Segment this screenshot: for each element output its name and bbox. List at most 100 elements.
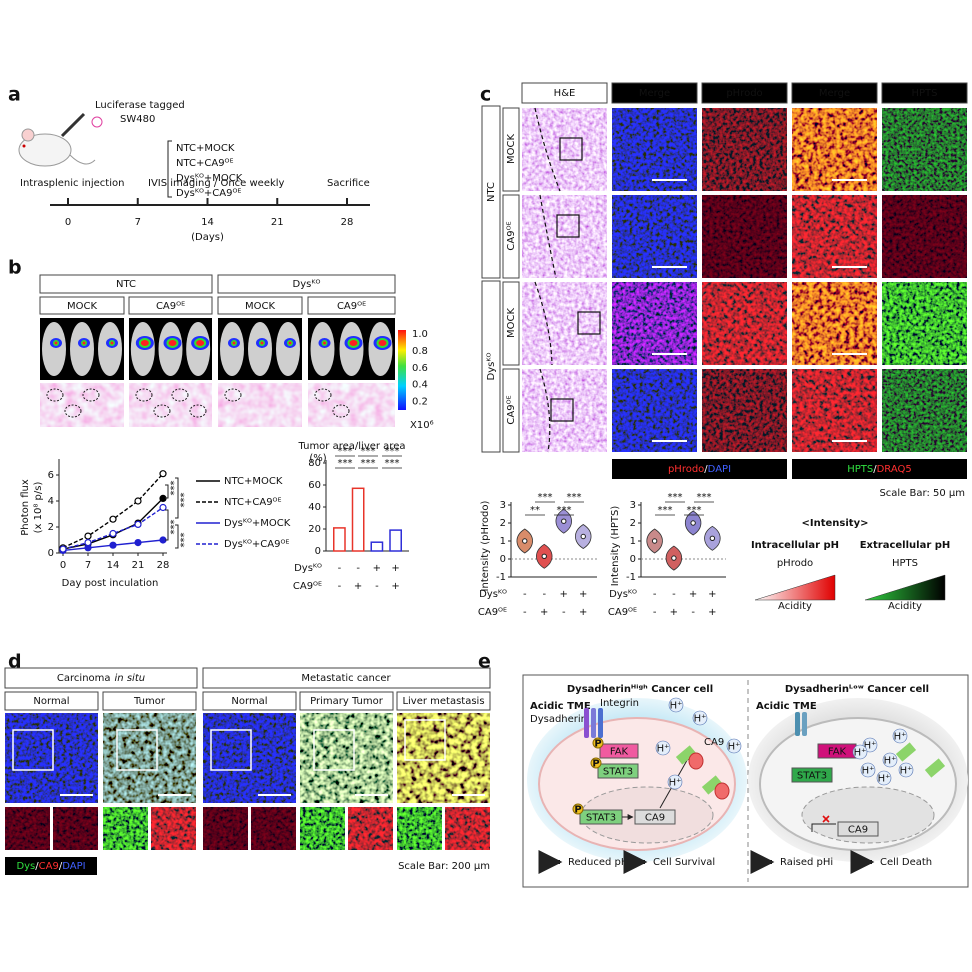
y-axis-title: Tumor area/liver area (298, 441, 406, 452)
signal-blob (54, 341, 58, 345)
data-point (134, 520, 142, 529)
timeline-label: 7 (135, 217, 141, 228)
group-header: Carcinoma in situ (57, 673, 145, 684)
proton-label: H⁺ (669, 778, 682, 789)
y-tick-label: -1 (626, 572, 636, 583)
y-tick-label: 1 (500, 536, 506, 547)
micrograph (300, 713, 393, 803)
micrograph (792, 108, 877, 191)
legend-heading: Extracellular pH (860, 540, 951, 551)
timeline-label: 14 (201, 217, 214, 228)
header-box (4, 667, 198, 689)
micrograph (612, 195, 697, 278)
y-tick-label: 3 (630, 500, 636, 511)
row-box (502, 194, 520, 279)
phospho-label: P (574, 805, 581, 816)
factor-level: - (338, 581, 342, 592)
zoom-box (577, 311, 601, 335)
proton-label: H⁺ (894, 732, 907, 743)
data-point (59, 545, 67, 553)
column-label: HPTS (911, 88, 937, 99)
fak-label: FAK (610, 747, 629, 758)
legend-label: Dysᴷᴼ+CA9ᴼᴱ (224, 539, 289, 550)
factor-label: Dysᴷᴼ (479, 589, 507, 600)
factor-label: CA9ᴼᴱ (293, 581, 322, 592)
micrograph (612, 282, 697, 365)
group-part: Carcinoma (57, 673, 111, 684)
y-axis-unit: (%) (309, 453, 326, 464)
tumor-border (539, 194, 557, 279)
data-point (109, 541, 117, 549)
outcome-label: Reduced pHi (568, 857, 631, 868)
condition-header: CA9ᴼᴱ (337, 301, 366, 312)
signal-blob (140, 340, 149, 346)
colorbar-label: 0.4 (412, 380, 428, 391)
column-header (521, 82, 608, 104)
factor-level: + (391, 581, 399, 592)
micrograph (792, 195, 877, 278)
x-tick-label: 21 (132, 560, 145, 571)
micrograph (882, 195, 967, 278)
proton (726, 738, 742, 754)
stat3 (791, 767, 833, 783)
y-tick-label: 3 (500, 500, 506, 511)
inset (397, 807, 442, 850)
colorbar-label: 0.6 (412, 363, 428, 374)
metastasis-outline (64, 404, 82, 418)
proton (668, 697, 684, 713)
tme-label: Acidic TME (756, 701, 817, 712)
data-point (159, 503, 167, 512)
median-dot (690, 520, 696, 526)
phospho (572, 803, 584, 815)
factor-level: + (354, 581, 362, 592)
proton (862, 737, 878, 753)
bracket (175, 477, 179, 519)
proton (852, 744, 868, 760)
mouse (42, 322, 66, 376)
significance: *** (179, 493, 190, 508)
metastasis-outline (224, 388, 242, 402)
factor-level: - (653, 607, 657, 618)
row-label: MOCK (506, 134, 517, 164)
ca9-label: CA9 (704, 737, 724, 748)
mouse-eye (22, 144, 26, 148)
header-box (299, 691, 394, 711)
ca9-channel (675, 745, 697, 765)
inset (251, 807, 296, 850)
ca9-gene (634, 809, 676, 825)
stain-bar (612, 459, 787, 479)
factor-level: - (523, 607, 527, 618)
y-tick-label: 80 (308, 458, 321, 469)
row-box (502, 107, 520, 192)
stain-part: HPTS (847, 464, 873, 475)
timeline-label: 28 (341, 217, 354, 228)
liver-section (129, 383, 212, 427)
stain-part: CA9 (39, 861, 59, 872)
receptor (591, 708, 596, 738)
micrograph (882, 282, 967, 365)
micrograph (5, 713, 98, 803)
significance: *** (687, 505, 702, 516)
group-box (481, 105, 501, 279)
micrograph (612, 108, 697, 191)
factor-level: + (579, 607, 587, 618)
signal-blob (196, 340, 205, 346)
x-tick-label: 28 (157, 560, 170, 571)
stat3-label: STAT3 (603, 767, 633, 778)
step-label: Intrasplenic injection (20, 178, 124, 189)
factor-level: + (540, 607, 548, 618)
y-tick-label: 2 (630, 518, 636, 529)
legend-label: NTC+CA9ᴼᴱ (224, 497, 282, 508)
mouse-icon (18, 133, 72, 167)
header-box (39, 296, 125, 315)
y-axis-title: Intensity (HPTS) (610, 506, 621, 587)
y-tick-label: 6 (48, 470, 54, 481)
stat3 (597, 763, 639, 779)
outcome-label: Cell Death (880, 857, 932, 868)
phospho-label: P (592, 759, 599, 770)
ca9-gene-label: CA9 (848, 825, 868, 836)
micrograph (522, 282, 607, 365)
zoom-box (404, 719, 446, 761)
micrograph (612, 369, 697, 452)
column-label: Primary Tumor (310, 696, 384, 707)
